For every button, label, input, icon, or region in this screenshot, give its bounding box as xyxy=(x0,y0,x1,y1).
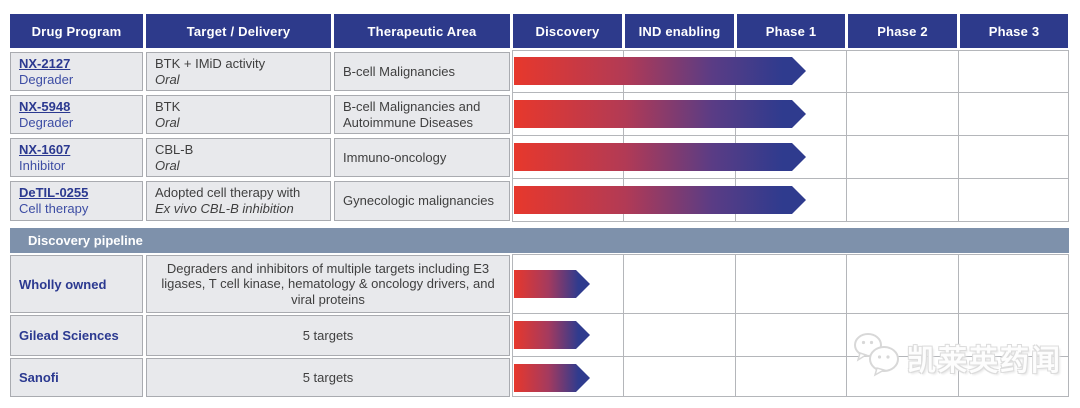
progress-arrow-wholly-owned xyxy=(514,270,590,298)
drug-program-cell: NX-5948 Degrader xyxy=(10,95,143,134)
discovery-description: 5 targets xyxy=(302,327,354,343)
program-link[interactable]: DeTIL-0255 xyxy=(19,185,89,200)
discovery-description-cell: 5 targets xyxy=(146,315,510,356)
watermark: 凯莱英药闻 xyxy=(851,331,1062,384)
column-header-discovery: Discovery xyxy=(513,14,622,48)
phase-gridlines xyxy=(512,50,1069,397)
program-modality: Cell therapy xyxy=(19,201,89,216)
program-link[interactable]: NX-5948 xyxy=(19,98,71,114)
owner-name: Gilead Sciences xyxy=(19,328,119,343)
delivery-text: Oral xyxy=(155,114,180,130)
delivery-text: Oral xyxy=(155,157,180,173)
drug-program-cell: NX-2127 Degrader xyxy=(10,52,143,91)
therapeutic-area-cell: B-cell Malignancies xyxy=(334,52,510,91)
target-text: Adopted cell therapy with xyxy=(155,185,301,200)
target-text: CBL-B xyxy=(155,141,194,157)
program-link[interactable]: NX-2127 xyxy=(19,55,71,71)
therapeutic-area-cell: Immuno-oncology xyxy=(334,138,510,177)
therapeutic-area-cell: Gynecologic malignancies xyxy=(334,181,510,221)
column-header-phase-3: Phase 3 xyxy=(960,14,1068,48)
program-modality: Degrader xyxy=(19,114,74,130)
progress-arrow-nx2127 xyxy=(514,57,806,85)
target-text: BTK + IMiD activity xyxy=(155,55,266,71)
area-text: Gynecologic malignancies xyxy=(343,193,495,208)
discovery-description-cell: Degraders and inhibitors of multiple tar… xyxy=(146,255,510,313)
owner-name: Wholly owned xyxy=(19,276,107,292)
owner-name: Sanofi xyxy=(19,370,59,385)
progress-arrow-nx5948 xyxy=(514,100,806,128)
target-text: BTK xyxy=(155,98,181,114)
column-header-phase-2: Phase 2 xyxy=(848,14,957,48)
target-delivery-cell: BTK Oral xyxy=(146,95,331,134)
owner-cell: Gilead Sciences xyxy=(10,315,143,356)
target-delivery-cell: Adopted cell therapy with Ex vivo CBL-B … xyxy=(146,181,331,221)
watermark-text: 凯莱英药闻 xyxy=(907,344,1063,377)
column-header-drug-program: Drug Program xyxy=(10,14,143,48)
column-header-therapeutic-area: Therapeutic Area xyxy=(334,14,510,48)
discovery-description: Degraders and inhibitors of multiple tar… xyxy=(161,260,495,307)
discovery-pipeline-section-header: Discovery pipeline xyxy=(10,228,1069,253)
delivery-text: Oral xyxy=(155,71,180,87)
target-delivery-cell: CBL-B Oral xyxy=(146,138,331,177)
therapeutic-area-cell: B-cell Malignancies and Autoimmune Disea… xyxy=(334,95,510,134)
column-header-target-delivery: Target / Delivery xyxy=(146,14,331,48)
column-header-ind-enabling: IND enabling xyxy=(625,14,734,48)
area-text: B-cell Malignancies xyxy=(343,63,455,79)
discovery-description: 5 targets xyxy=(302,369,354,385)
drug-program-cell: NX-1607 Inhibitor xyxy=(10,138,143,177)
program-modality: Degrader xyxy=(19,71,74,87)
delivery-text: Ex vivo CBL-B inhibition xyxy=(155,201,294,216)
progress-arrow-gilead xyxy=(514,321,590,349)
progress-arrow-detil0255 xyxy=(514,186,806,214)
discovery-description-cell: 5 targets xyxy=(146,358,510,397)
area-text: Immuno-oncology xyxy=(343,149,447,165)
program-link[interactable]: NX-1607 xyxy=(19,141,71,157)
drug-program-cell: DeTIL-0255 Cell therapy xyxy=(10,181,143,221)
section-title: Discovery pipeline xyxy=(28,233,143,248)
progress-arrow-nx1607 xyxy=(514,143,806,171)
target-delivery-cell: BTK + IMiD activity Oral xyxy=(146,52,331,91)
progress-arrow-sanofi xyxy=(514,364,590,392)
owner-cell: Sanofi xyxy=(10,358,143,397)
wechat-icon xyxy=(851,331,903,384)
area-text: B-cell Malignancies and Autoimmune Disea… xyxy=(343,98,481,130)
owner-cell: Wholly owned xyxy=(10,255,143,313)
column-header-phase-1: Phase 1 xyxy=(737,14,845,48)
program-modality: Inhibitor xyxy=(19,157,66,173)
